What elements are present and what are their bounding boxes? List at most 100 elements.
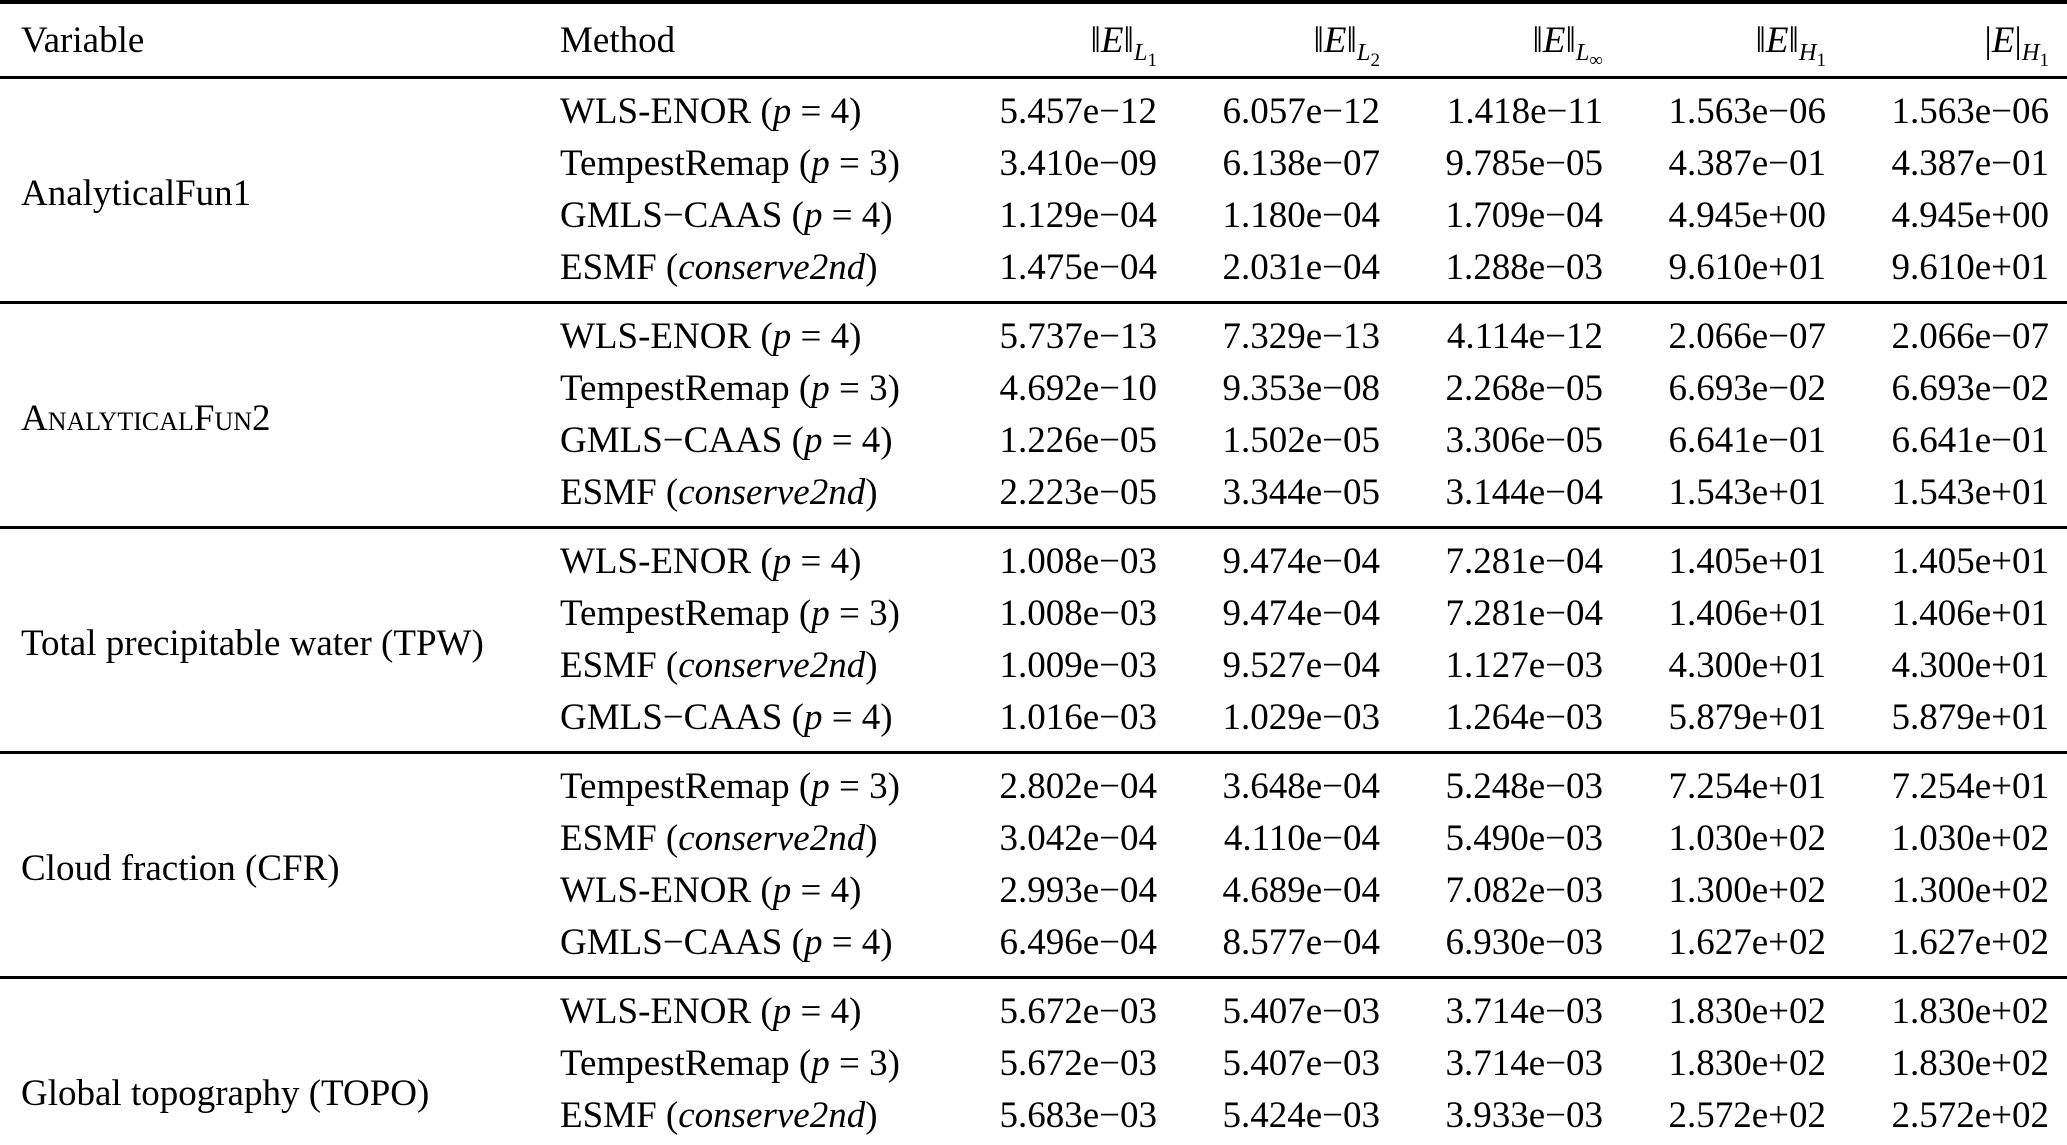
method-cell: GMLS−CAAS (p = 4) xyxy=(540,1141,952,1145)
norm-space-letter: H xyxy=(1798,38,1817,66)
method-param: p xyxy=(803,921,823,963)
method-name: GMLS−CAAS ( xyxy=(560,696,804,738)
value-cell: 5.424e−03 xyxy=(1222,1094,1380,1136)
value-cell: 1.830e+02 xyxy=(1844,976,2067,1037)
norm-space-letter: H xyxy=(2021,38,2040,66)
value-cell: 6.693e−02 xyxy=(1668,367,1826,409)
value-cell: 2.223e−05 xyxy=(999,471,1157,513)
method-name: TempestRemap ( xyxy=(560,1042,812,1084)
value-cell: 3.144e−04 xyxy=(1445,471,1603,513)
value-cell: 1.502e−05 xyxy=(1222,419,1380,461)
value-cell: 1.009e−03 xyxy=(999,644,1157,686)
method-name: WLS-ENOR ( xyxy=(560,990,773,1032)
value-cell: 1.830e+02 xyxy=(1668,1042,1826,1084)
variable-cell: AnalyticalFun2 xyxy=(0,301,540,528)
norm-symbol-E: E xyxy=(1100,19,1124,61)
method-param-value: = 4) xyxy=(791,990,862,1032)
value-cell: 5.248e−03 xyxy=(1398,751,1621,812)
norm-left-bar: ‖ xyxy=(1090,19,1101,61)
value-cell: 7.281e−04 xyxy=(1445,592,1603,634)
value-cell: 2.031e−04 xyxy=(1222,246,1380,288)
value-cell: 7.082e−03 xyxy=(1445,869,1603,911)
method-name: WLS-ENOR ( xyxy=(560,90,773,132)
value-cell: 1.180e−04 xyxy=(1222,194,1380,236)
method-cell: WLS-ENOR (p = 4) xyxy=(540,864,952,916)
value-cell: 3.648e−04 xyxy=(1175,751,1398,812)
norm-symbol-E: E xyxy=(1542,19,1566,61)
value-cell: 1.008e−03 xyxy=(999,592,1157,634)
method-param-value: = 4) xyxy=(791,90,862,132)
norm-space-letter: L xyxy=(1356,38,1371,66)
value-cell: 4.689e−04 xyxy=(1222,869,1380,911)
value-cell: 3.306e−05 xyxy=(1445,419,1603,461)
variable-cell: Total precipitable water (TPW) xyxy=(0,526,540,753)
value-cell: 1.300e+02 xyxy=(1668,869,1826,911)
method-cell: GMLS−CAAS (p = 4) xyxy=(540,691,952,753)
value-cell: 1.830e+02 xyxy=(1891,1042,2049,1084)
method-cell: TempestRemap (p = 3) xyxy=(540,137,952,189)
value-cell: 1.300e+02 xyxy=(1891,869,2049,911)
value-cell: 2.993e−04 xyxy=(999,869,1157,911)
value-cell: 1.288e−03 xyxy=(1445,246,1603,288)
norm-symbol-E: E xyxy=(1323,19,1347,61)
value-cell: 4.300e+01 xyxy=(1891,644,2049,686)
value-cell: 5.879e+01 xyxy=(1891,696,2049,738)
value-cell: 1.543e+01 xyxy=(1668,471,1826,513)
table-row: ESMF (conserve2nd) 2.223e−05 3.344e−05 3.14… xyxy=(0,466,2067,528)
table-row: ESMF (conserve2nd) 5.683e−03 5.424e−03 3.93… xyxy=(0,1089,2067,1141)
norm-right-bar: ‖ xyxy=(1123,19,1134,61)
method-name: TempestRemap ( xyxy=(560,142,812,184)
table-row: GMLS−CAAS (p = 4) 1.129e−04 1.180e−04 1.709… xyxy=(0,189,2067,241)
norm-right-bar: ‖ xyxy=(1565,19,1576,61)
method-param-value: = 4) xyxy=(822,921,893,963)
value-cell: 2.066e−07 xyxy=(1844,301,2067,362)
variable-cell: Global topography (TOPO) xyxy=(0,976,540,1145)
value-cell: 5.407e−03 xyxy=(1222,1042,1380,1084)
value-cell: 6.641e−01 xyxy=(1891,419,2049,461)
method-cell: GMLS−CAAS (p = 4) xyxy=(540,414,952,466)
value-cell: 2.268e−05 xyxy=(1445,367,1603,409)
value-cell: 5.879e+01 xyxy=(1668,696,1826,738)
norm-space-index: 1 xyxy=(2039,49,2049,71)
value-cell: 3.714e−03 xyxy=(1398,976,1621,1037)
value-cell: 1.127e−03 xyxy=(1445,644,1603,686)
value-cell: 1.016e−03 xyxy=(999,696,1157,738)
method-name: ESMF ( xyxy=(560,471,679,513)
method-cell: GMLS−CAAS (p = 4) xyxy=(540,916,952,978)
value-cell: 1.627e+02 xyxy=(1668,921,1826,963)
method-param-value: ) xyxy=(865,246,878,288)
method-cell: ESMF (conserve2nd) xyxy=(540,241,952,303)
header-norm-L2: ‖E‖L2 xyxy=(1175,2,1398,79)
method-param: conserve2nd xyxy=(678,1094,866,1136)
method-name: ESMF ( xyxy=(560,246,679,288)
table-row: ESMF (conserve2nd) 1.009e−03 9.527e−04 1.12… xyxy=(0,639,2067,691)
value-cell: 6.138e−07 xyxy=(1222,142,1380,184)
value-cell: 1.029e−03 xyxy=(1222,696,1380,738)
value-cell: 1.264e−03 xyxy=(1445,696,1603,738)
header-method: Method xyxy=(540,2,952,79)
method-param: p xyxy=(772,315,792,357)
method-cell: WLS-ENOR (p = 4) xyxy=(540,76,952,137)
method-cell: ESMF (conserve2nd) xyxy=(540,812,952,864)
value-cell: 9.474e−04 xyxy=(1175,526,1398,587)
method-cell: ESMF (conserve2nd) xyxy=(540,1089,952,1141)
value-cell: 6.496e−04 xyxy=(999,921,1157,963)
method-name: WLS-ENOR ( xyxy=(560,540,773,582)
method-cell: WLS-ENOR (p = 4) xyxy=(540,301,952,362)
table-row: Global topography (TOPO) WLS-ENOR (p = 4)… xyxy=(0,976,2067,1145)
method-cell: TempestRemap (p = 3) xyxy=(540,587,952,639)
value-cell: 9.785e−05 xyxy=(1445,142,1603,184)
table-row: Cloud fraction (CFR) TempestRemap (p = 3)… xyxy=(0,751,2067,978)
table-row: ESMF (conserve2nd) 3.042e−04 4.110e−04 5.49… xyxy=(0,812,2067,864)
value-cell: 3.410e−09 xyxy=(999,142,1157,184)
value-cell: 4.114e−12 xyxy=(1398,301,1621,362)
value-cell: 5.457e−12 xyxy=(952,76,1175,137)
value-cell: 6.641e−01 xyxy=(1668,419,1826,461)
value-cell: 6.930e−03 xyxy=(1445,921,1603,963)
header-norm-H1-semi: |E|H1 xyxy=(1844,2,2067,79)
norm-right-bar: ‖ xyxy=(1346,19,1357,61)
method-param: p xyxy=(803,194,823,236)
value-cell: 5.490e−03 xyxy=(1445,817,1603,859)
method-param-value: = 4) xyxy=(791,540,862,582)
